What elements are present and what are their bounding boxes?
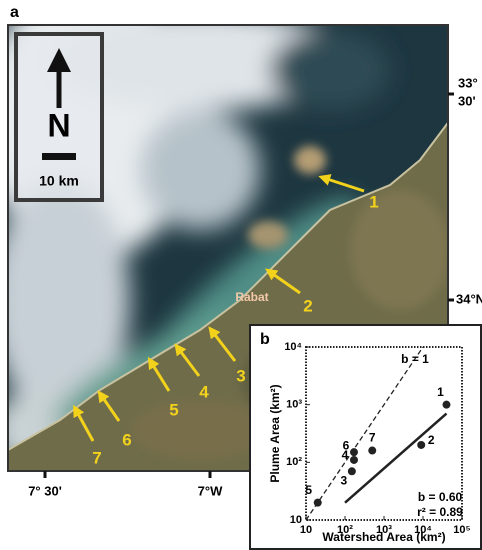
arrow	[265, 268, 301, 295]
arrow	[147, 356, 171, 392]
x-axis-label: Watershed Area (km²)	[322, 530, 445, 544]
y-tick-label: 10³	[286, 399, 302, 411]
panel-label: b	[260, 331, 270, 348]
arrow-label: 4	[199, 382, 209, 401]
x-tick-label: 10³	[376, 524, 392, 536]
point	[442, 400, 451, 409]
point	[313, 498, 322, 507]
point-label: 5	[305, 483, 312, 497]
y-tick-label: 10⁴	[284, 341, 302, 353]
x-tick-label: 10⁵	[453, 524, 470, 536]
lat-label: 33°	[458, 75, 478, 90]
y-tick-label: 10²	[286, 456, 302, 468]
point-label: 7	[369, 431, 376, 445]
lon-label: 7° 30'	[28, 483, 62, 498]
arrows: 1 2 3 4 5 6 7	[73, 174, 379, 467]
scale-label: 10 km	[39, 173, 79, 189]
arrow-label: 5	[169, 400, 178, 419]
x-tick-label: 10⁴	[414, 524, 432, 536]
arrow-label: 6	[122, 430, 131, 449]
lat-label: 34°N	[456, 291, 482, 306]
lon-label: 7°W	[198, 483, 223, 498]
point-label: 3	[341, 473, 348, 487]
arrow-label: 1	[369, 192, 378, 211]
arrow	[73, 404, 95, 442]
city-label: Rabat	[235, 290, 268, 304]
plot-frame	[305, 346, 463, 521]
point	[349, 448, 358, 457]
point	[368, 446, 377, 455]
arrow	[318, 174, 365, 193]
line-label: b = 0.60	[418, 490, 463, 504]
arrow-label: 7	[92, 448, 101, 467]
point-label: 6	[343, 438, 350, 452]
scale-box: N 10 km	[14, 32, 104, 202]
point	[417, 440, 426, 449]
satellite-image	[8, 25, 448, 471]
arrow	[174, 343, 201, 377]
lat-label: 30'	[458, 93, 476, 108]
point-label: 1	[437, 385, 444, 399]
point-label: 2	[428, 433, 435, 447]
line-label: b = 1	[401, 352, 429, 366]
arrow	[97, 390, 121, 422]
y-axis-label: Plume Area (km²)	[268, 384, 282, 482]
fit-line	[305, 346, 424, 521]
map-frame	[7, 24, 449, 472]
arrow-label: 3	[236, 366, 245, 385]
fit-line	[344, 412, 448, 504]
y-tick-label: 10	[290, 514, 302, 526]
panel-label: a	[10, 4, 19, 21]
point	[347, 467, 356, 476]
x-tick-label: 10²	[337, 524, 353, 536]
point	[349, 455, 358, 464]
annotation: r² = 0.89	[417, 505, 463, 519]
point-label: 4	[342, 448, 349, 462]
arrow	[208, 326, 237, 362]
x-tick-label: 10	[300, 524, 312, 536]
arrow-label: 2	[303, 296, 312, 315]
north-label: N	[47, 107, 70, 143]
